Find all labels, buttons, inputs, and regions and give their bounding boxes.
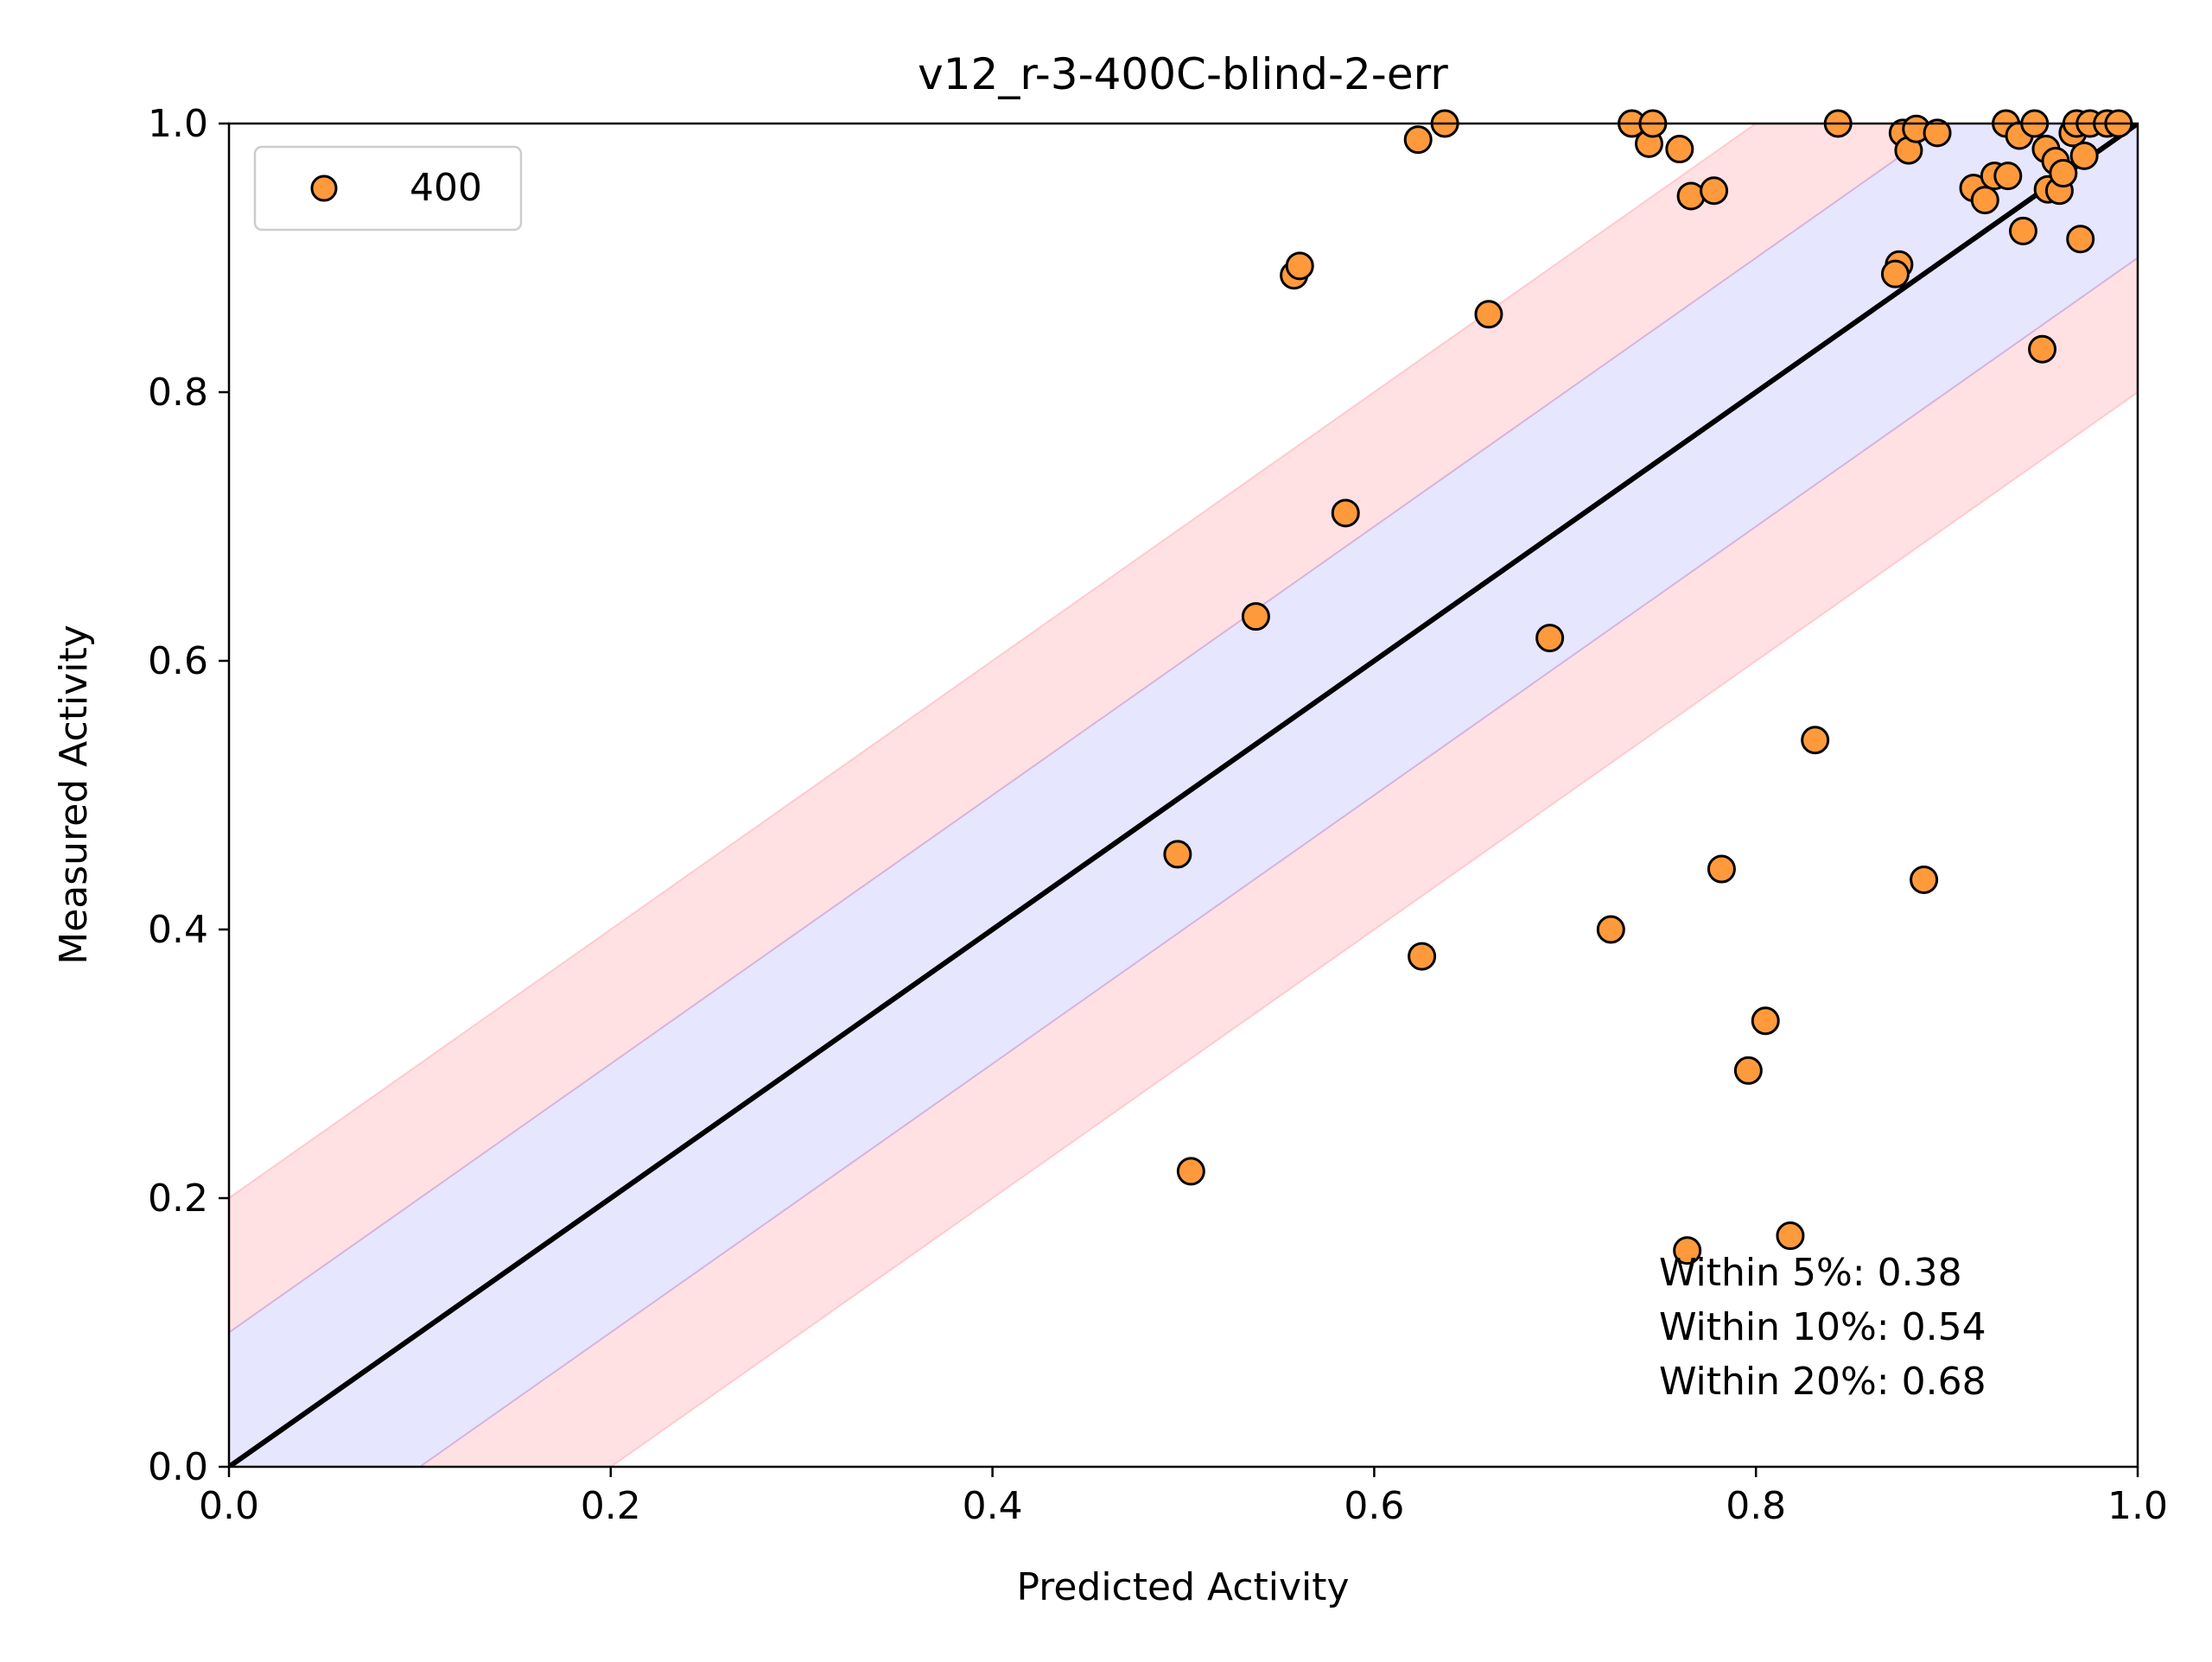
legend-marker — [310, 174, 338, 202]
y-tick-label: 0.6 — [148, 639, 208, 683]
y-tick-label: 0.4 — [148, 908, 208, 952]
data-points — [1163, 109, 2133, 1266]
data-point — [2069, 141, 2099, 170]
y-tick-label: 1.0 — [148, 102, 208, 146]
data-point — [1910, 865, 1939, 894]
data-point — [1993, 162, 2023, 191]
data-point — [2066, 225, 2095, 254]
data-point — [2049, 159, 2078, 188]
annotation-within-20: Within 20%: 0.68 — [1659, 1360, 1986, 1404]
annotation-within-10: Within 10%: 0.54 — [1659, 1305, 1986, 1349]
reference-line — [229, 124, 2138, 1467]
data-point — [1163, 840, 1192, 869]
data-point — [1285, 251, 1314, 281]
data-point — [1596, 915, 1625, 944]
data-point — [1535, 624, 1565, 653]
data-point — [1665, 135, 1694, 164]
reference-line-group — [229, 124, 2138, 1467]
y-axis-label: Measured Activity — [52, 625, 96, 964]
y-tick-label: 0.2 — [148, 1177, 208, 1221]
data-point — [1241, 602, 1270, 631]
data-point — [1733, 1056, 1763, 1085]
data-point — [1176, 1157, 1205, 1186]
y-tick-label: 0.8 — [148, 371, 208, 415]
plot-frame — [227, 122, 2139, 1469]
y-tick-label: 0.0 — [148, 1445, 208, 1489]
data-point — [1970, 186, 1999, 215]
x-tick-label: 0.2 — [581, 1484, 641, 1528]
annotation-within-5: Within 5%: 0.38 — [1659, 1251, 1962, 1295]
legend-label: 400 — [410, 166, 482, 210]
data-point — [2028, 334, 2057, 364]
data-point — [1408, 942, 1437, 971]
x-tick-label: 0.8 — [1726, 1484, 1786, 1528]
x-tick-label: 0.6 — [1344, 1484, 1404, 1528]
chart-title: v12_r-3-400C-blind-2-err — [918, 49, 1448, 99]
axes: 0.0 0.2 0.4 0.6 0.8 1.0 0.0 0.2 0.4 0.6 0.8 1.0 — [148, 102, 2168, 1528]
legend-box — [253, 145, 523, 232]
x-axis-label: Predicted Activity — [1016, 1565, 1349, 1609]
x-tick-label: 0.4 — [963, 1484, 1023, 1528]
x-tick-label: 0.0 — [199, 1484, 259, 1528]
error-bands — [229, 124, 2138, 1467]
legend: 400 — [253, 145, 523, 232]
data-point — [1923, 118, 1952, 148]
annotations: Within 5%: 0.38 Within 10%: 0.54 Within … — [1659, 1251, 1986, 1404]
data-point — [1474, 300, 1503, 329]
x-tick-label: 1.0 — [2107, 1484, 2168, 1528]
data-point — [2008, 216, 2037, 245]
data-point — [1707, 854, 1736, 884]
data-point — [1331, 498, 1360, 528]
data-point — [1880, 259, 1910, 289]
data-point — [1776, 1221, 1805, 1251]
data-point — [1751, 1006, 1780, 1036]
data-point — [1403, 125, 1433, 155]
data-point — [1801, 726, 1830, 755]
data-point — [1676, 181, 1706, 211]
data-point — [1673, 1236, 1702, 1266]
data-point — [1700, 176, 1729, 206]
